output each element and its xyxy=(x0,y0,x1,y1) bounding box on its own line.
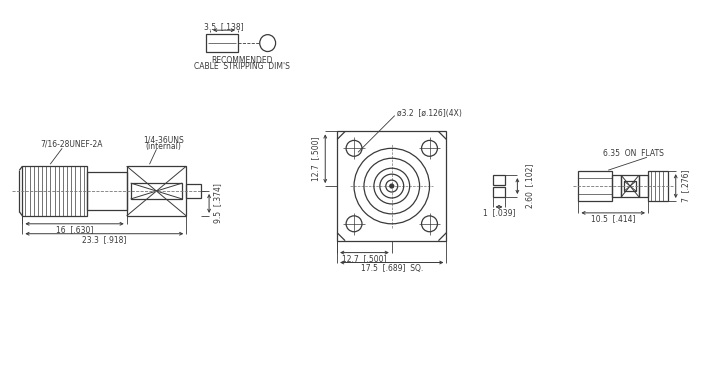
Text: 7/16-28UNEF-2A: 7/16-28UNEF-2A xyxy=(41,140,103,149)
Text: 12.7  [.500]: 12.7 [.500] xyxy=(342,254,387,263)
Text: 12.7  [.500]: 12.7 [.500] xyxy=(311,136,320,181)
Text: 2.60  [.102]: 2.60 [.102] xyxy=(525,164,534,208)
Text: 23.3  [.918]: 23.3 [.918] xyxy=(82,235,127,244)
Bar xyxy=(621,175,639,197)
Bar xyxy=(22,166,87,216)
Text: 16  [.630]: 16 [.630] xyxy=(56,225,93,234)
Text: 1  [.039]: 1 [.039] xyxy=(482,208,516,217)
Text: RECOMMENDED: RECOMMENDED xyxy=(211,56,273,65)
Text: 1/4-36UNS: 1/4-36UNS xyxy=(143,136,184,145)
Bar xyxy=(492,187,505,197)
Bar xyxy=(612,175,621,197)
Bar xyxy=(206,34,238,52)
Text: CABLE  STRIPPING  DIM'S: CABLE STRIPPING DIM'S xyxy=(194,63,289,72)
Text: 6.35  ON  FLATS: 6.35 ON FLATS xyxy=(603,149,664,158)
Bar xyxy=(639,175,648,197)
Text: 3.5  [.138]: 3.5 [.138] xyxy=(204,22,244,31)
Bar xyxy=(127,166,186,216)
Text: 9.5  [.374]: 9.5 [.374] xyxy=(214,183,222,223)
Text: 10.5  [.414]: 10.5 [.414] xyxy=(591,214,636,223)
Bar xyxy=(648,171,667,201)
Bar xyxy=(492,175,505,185)
Text: ø3.2  [ø.126](4X): ø3.2 [ø.126](4X) xyxy=(397,109,462,118)
Circle shape xyxy=(390,184,394,188)
Text: (internal): (internal) xyxy=(145,142,181,151)
Bar xyxy=(87,172,127,210)
Bar xyxy=(130,183,182,199)
Bar xyxy=(624,181,636,191)
Text: 7  [.276]: 7 [.276] xyxy=(681,170,690,202)
Bar xyxy=(578,171,612,201)
Bar xyxy=(337,131,446,241)
Bar xyxy=(186,184,201,198)
Text: 17.5  [.689]  SQ.: 17.5 [.689] SQ. xyxy=(361,264,423,273)
